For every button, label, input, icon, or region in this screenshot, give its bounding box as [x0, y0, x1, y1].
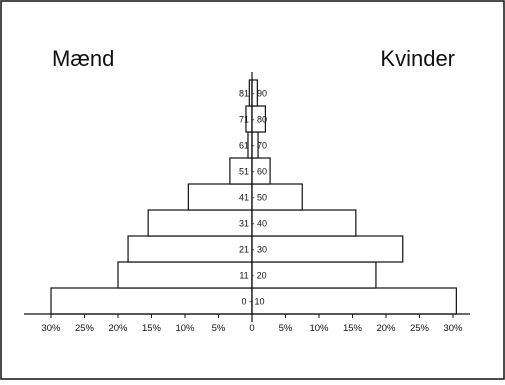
age-label-5: 51 - 60	[239, 167, 267, 177]
age-label-4: 41 - 50	[239, 193, 267, 203]
x-axis: 30% 25% 20% 15% 10% 5% 0 5% 10% 15% 20% 25% 30%	[24, 72, 470, 334]
age-label-2: 21 - 30	[239, 245, 267, 255]
x-tick-label-4: 10%	[175, 323, 195, 334]
age-labels-group: 0 - 10 11 - 20 21 - 30 31 - 40 41 - 50 51 - 6…	[239, 89, 267, 307]
x-tick-label-5: 5%	[212, 323, 226, 334]
bar-maend-3	[147, 209, 253, 237]
bar-kvinder-2	[251, 235, 404, 263]
bars-group	[50, 79, 457, 315]
bar-maend-1	[117, 261, 253, 289]
bar-maend-4	[187, 183, 253, 211]
label-maend: Mænd	[52, 46, 114, 71]
x-tick-label-6: 0	[249, 323, 254, 334]
bar-kvinder-1	[251, 261, 377, 289]
age-label-8: 81 - 90	[239, 89, 267, 99]
x-tick-label-11: 25%	[410, 323, 430, 334]
x-tick-label-3: 15%	[142, 323, 162, 334]
bar-kvinder-0	[251, 287, 457, 315]
age-label-7: 71 - 80	[239, 115, 267, 125]
bar-kvinder-4	[251, 183, 303, 211]
x-tick-label-8: 10%	[309, 323, 329, 334]
age-label-6: 61 - 70	[239, 141, 267, 151]
x-tick-label-7: 5%	[279, 323, 293, 334]
x-tick-label-12: 30%	[443, 323, 463, 334]
age-label-0: 0 - 10	[241, 297, 264, 307]
bar-kvinder-3	[251, 209, 357, 237]
x-tick-label-9: 15%	[343, 323, 363, 334]
x-tick-label-1: 25%	[75, 323, 95, 334]
age-label-3: 31 - 40	[239, 219, 267, 229]
x-tick-label-10: 20%	[376, 323, 396, 334]
x-tick-label-2: 20%	[108, 323, 128, 334]
x-tick-label-0: 30%	[41, 323, 61, 334]
label-kvinder: Kvinder	[380, 46, 455, 71]
bar-maend-2	[127, 235, 253, 263]
age-label-1: 11 - 20	[239, 271, 266, 281]
bar-maend-0	[50, 287, 253, 315]
